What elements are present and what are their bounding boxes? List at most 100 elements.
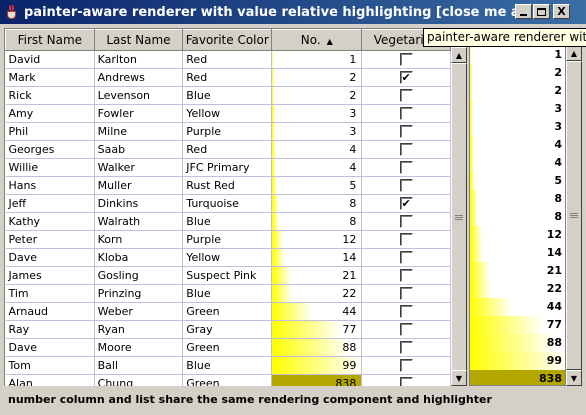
table-row[interactable]: Peter Korn Purple 12 [6, 231, 451, 249]
favorite-color-cell[interactable]: Red [183, 51, 272, 69]
favorite-color-cell[interactable]: Rust Red [183, 177, 272, 195]
vegetarian-checkbox[interactable] [400, 287, 413, 300]
vegetarian-checkbox[interactable] [400, 323, 413, 336]
favorite-color-cell[interactable]: Green [183, 339, 272, 357]
vegetarian-checkbox[interactable] [400, 125, 413, 138]
vegetarian-checkbox[interactable] [400, 359, 413, 372]
number-cell[interactable]: 21 [272, 267, 362, 285]
first-name-cell[interactable]: Rick [6, 87, 95, 105]
number-cell[interactable]: 3 [272, 105, 362, 123]
first-name-cell[interactable]: Arnaud [6, 303, 95, 321]
favorite-color-cell[interactable]: Gray [183, 321, 272, 339]
favorite-color-cell[interactable]: Suspect Pink [183, 267, 272, 285]
scroll-up-button[interactable]: ▲ [566, 45, 582, 61]
number-cell[interactable]: 99 [272, 357, 362, 375]
table-row[interactable]: David Karlton Red 1 [6, 51, 451, 69]
last-name-cell[interactable]: Dinkins [94, 195, 183, 213]
first-name-cell[interactable]: Willie [6, 159, 95, 177]
table-row[interactable]: Dave Kloba Yellow 14 [6, 249, 451, 267]
vegetarian-checkbox[interactable] [400, 107, 413, 120]
table-row[interactable]: Ray Ryan Gray 77 [6, 321, 451, 339]
table-row[interactable]: Hans Muller Rust Red 5 [6, 177, 451, 195]
vegetarian-checkbox[interactable] [400, 305, 413, 318]
list-item[interactable]: 3 [470, 118, 565, 136]
favorite-color-cell[interactable]: Purple [183, 123, 272, 141]
number-cell[interactable]: 22 [272, 285, 362, 303]
list-item[interactable]: 22 [470, 280, 565, 298]
first-name-cell[interactable]: Peter [6, 231, 95, 249]
table-row[interactable]: Rick Levenson Blue 2 [6, 87, 451, 105]
last-name-cell[interactable]: Levenson [94, 87, 183, 105]
list-vertical-scrollbar[interactable]: ▲ ▼ [566, 45, 582, 386]
table-row[interactable]: Willie Walker JFC Primary 4 [6, 159, 451, 177]
table-row[interactable]: Jeff Dinkins Turquoise 8 ✔ [6, 195, 451, 213]
vegetarian-checkbox[interactable] [400, 143, 413, 156]
last-name-cell[interactable]: Weber [94, 303, 183, 321]
list-item[interactable]: 838 [470, 370, 565, 386]
number-cell[interactable]: 12 [272, 231, 362, 249]
list-item[interactable]: 2 [470, 64, 565, 82]
list-item[interactable]: 88 [470, 334, 565, 352]
last-name-cell[interactable]: Korn [94, 231, 183, 249]
first-name-cell[interactable]: Amy [6, 105, 95, 123]
number-list[interactable]: 1 2 2 3 3 4 4 5 8 8 12 14 21 22 44 77 88 99 838 [469, 45, 566, 386]
favorite-color-cell[interactable]: JFC Primary [183, 159, 272, 177]
number-cell[interactable]: 5 [272, 177, 362, 195]
list-item[interactable]: 3 [470, 100, 565, 118]
last-name-cell[interactable]: Kloba [94, 249, 183, 267]
first-name-cell[interactable]: Phil [6, 123, 95, 141]
list-item[interactable]: 8 [470, 190, 565, 208]
favorite-color-cell[interactable]: Blue [183, 357, 272, 375]
first-name-cell[interactable]: Dave [6, 339, 95, 357]
table-vertical-scrollbar[interactable]: ▲ ▼ [451, 47, 467, 386]
favorite-color-cell[interactable]: Purple [183, 231, 272, 249]
vegetarian-checkbox[interactable] [400, 377, 413, 386]
favorite-color-cell[interactable]: Blue [183, 285, 272, 303]
first-name-cell[interactable]: Alan [6, 375, 95, 387]
column-header-first-name[interactable]: First Name [6, 30, 95, 51]
first-name-cell[interactable]: Jeff [6, 195, 95, 213]
last-name-cell[interactable]: Saab [94, 141, 183, 159]
vegetarian-checkbox[interactable] [400, 179, 413, 192]
vegetarian-checkbox[interactable] [400, 233, 413, 246]
last-name-cell[interactable]: Muller [94, 177, 183, 195]
last-name-cell[interactable]: Moore [94, 339, 183, 357]
first-name-cell[interactable]: Kathy [6, 213, 95, 231]
scroll-up-button[interactable]: ▲ [451, 47, 467, 63]
table-row[interactable]: Dave Moore Green 88 [6, 339, 451, 357]
scroll-thumb[interactable] [451, 63, 467, 371]
number-cell[interactable]: 44 [272, 303, 362, 321]
list-item[interactable]: 4 [470, 154, 565, 172]
table-row[interactable]: Tim Prinzing Blue 22 [6, 285, 451, 303]
first-name-cell[interactable]: Ray [6, 321, 95, 339]
last-name-cell[interactable]: Ryan [94, 321, 183, 339]
last-name-cell[interactable]: Ball [94, 357, 183, 375]
scroll-thumb[interactable] [566, 61, 582, 370]
vegetarian-checkbox[interactable] [400, 161, 413, 174]
list-item[interactable]: 99 [470, 352, 565, 370]
first-name-cell[interactable]: Tim [6, 285, 95, 303]
table-row[interactable]: Phil Milne Purple 3 [6, 123, 451, 141]
last-name-cell[interactable]: Prinzing [94, 285, 183, 303]
first-name-cell[interactable]: Tom [6, 357, 95, 375]
number-cell[interactable]: 2 [272, 69, 362, 87]
last-name-cell[interactable]: Chung [94, 375, 183, 387]
table-row[interactable]: Amy Fowler Yellow 3 [6, 105, 451, 123]
vegetarian-checkbox[interactable]: ✔ [400, 71, 413, 84]
number-cell[interactable]: 14 [272, 249, 362, 267]
favorite-color-cell[interactable]: Blue [183, 87, 272, 105]
last-name-cell[interactable]: Andrews [94, 69, 183, 87]
scroll-down-button[interactable]: ▼ [451, 370, 467, 386]
first-name-cell[interactable]: Georges [6, 141, 95, 159]
favorite-color-cell[interactable]: Green [183, 303, 272, 321]
list-item[interactable]: 77 [470, 316, 565, 334]
number-cell[interactable]: 77 [272, 321, 362, 339]
column-header-number[interactable]: No. ▲ [272, 30, 362, 51]
favorite-color-cell[interactable]: Yellow [183, 105, 272, 123]
vegetarian-checkbox[interactable] [400, 269, 413, 282]
table-row[interactable]: Tom Ball Blue 99 [6, 357, 451, 375]
vegetarian-checkbox[interactable] [400, 341, 413, 354]
column-header-favorite-color[interactable]: Favorite Color [183, 30, 272, 51]
first-name-cell[interactable]: Dave [6, 249, 95, 267]
close-button[interactable]: X [553, 4, 570, 19]
